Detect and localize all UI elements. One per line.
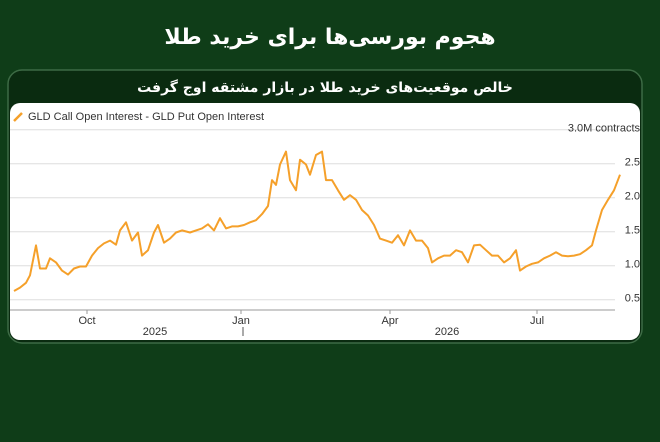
y-tick-label: 1.5 bbox=[625, 225, 640, 237]
plot-panel bbox=[10, 103, 640, 340]
y-tick-label: 3.0M contracts bbox=[568, 123, 641, 135]
legend-swatch bbox=[13, 112, 23, 122]
year-label: 2025 bbox=[143, 326, 167, 338]
legend-label: GLD Call Open Interest - GLD Put Open In… bbox=[28, 111, 264, 123]
x-tick-label: Jan bbox=[232, 315, 250, 327]
y-tick-label: 0.5 bbox=[625, 293, 640, 305]
y-tick-label: 1.0 bbox=[625, 259, 640, 271]
chart-title: خالص موقعیت‌های خرید طلا در بازار مشتقه … bbox=[137, 79, 513, 96]
x-tick-label: Jul bbox=[530, 315, 544, 327]
year-label: 2026 bbox=[435, 326, 459, 338]
x-tick-label: Apr bbox=[381, 315, 398, 327]
page-title: هجوم بورسی‌ها برای خرید طلا bbox=[164, 25, 495, 50]
y-tick-label: 2.0 bbox=[625, 191, 640, 203]
y-tick-label: 2.5 bbox=[625, 157, 640, 169]
series-line bbox=[13, 150, 621, 292]
x-tick-label: Oct bbox=[78, 315, 95, 327]
